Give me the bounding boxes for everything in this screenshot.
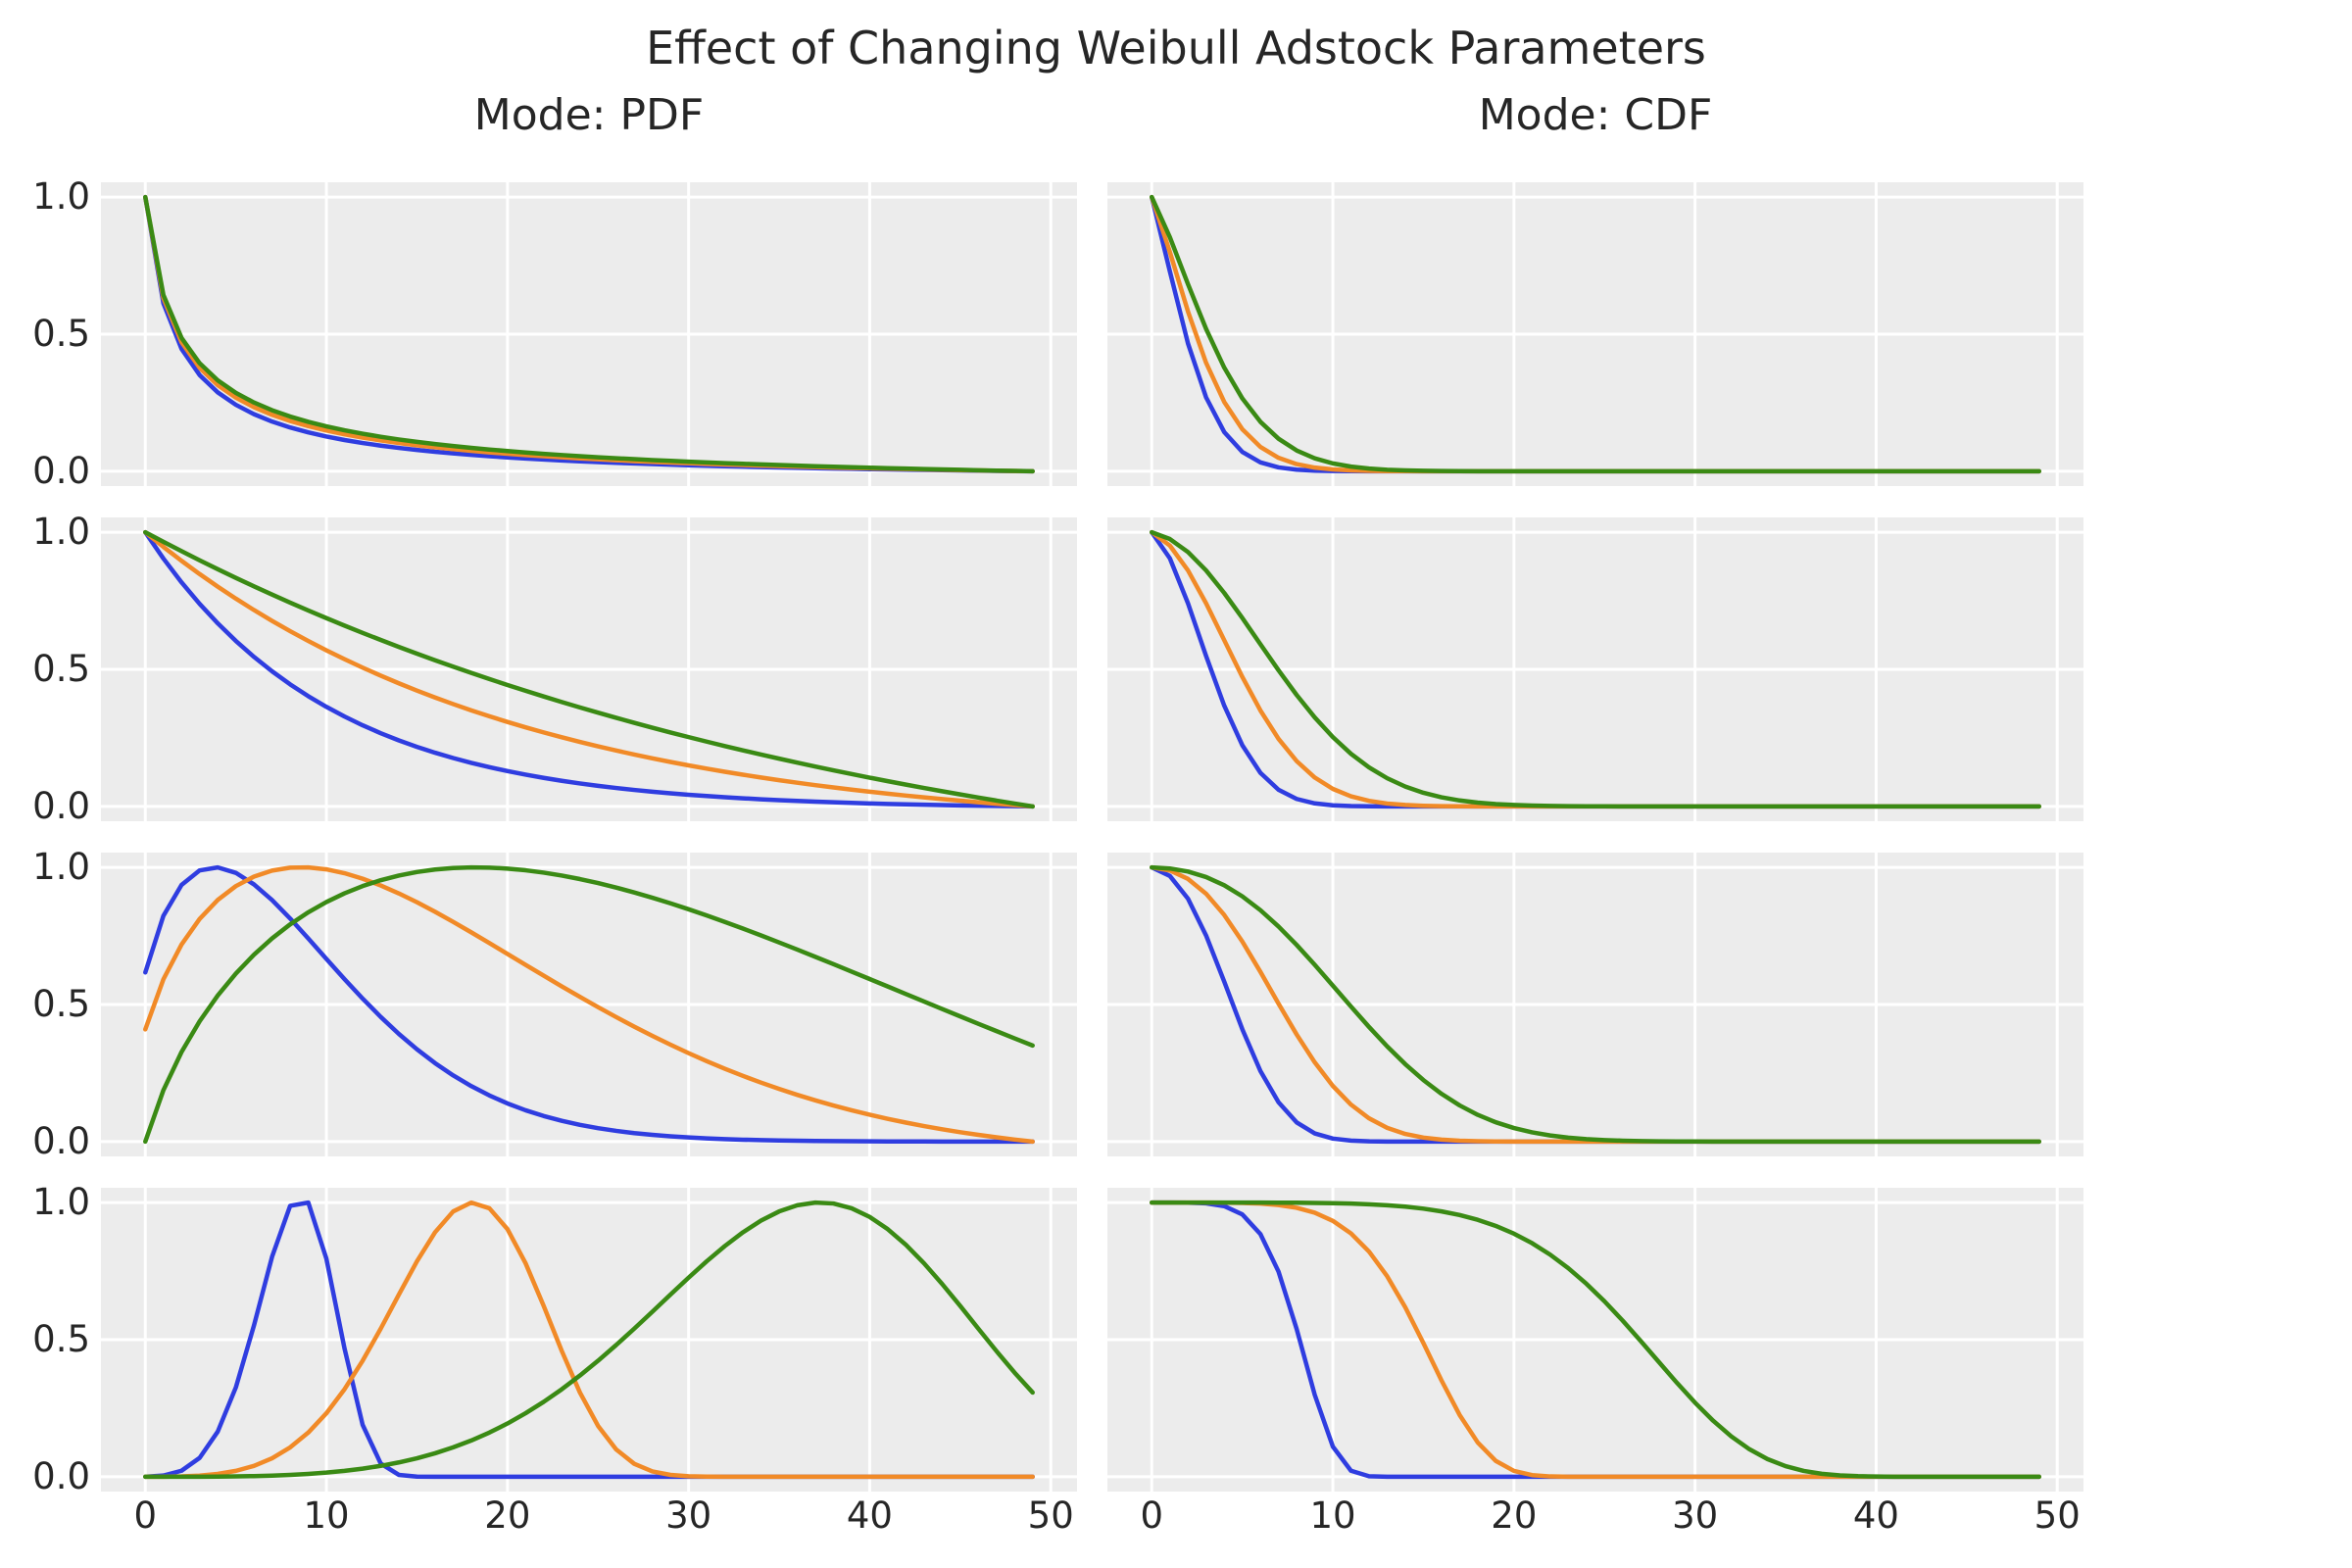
panel-canvas <box>1107 182 2083 486</box>
y-tick-label-row4: 0.5 <box>32 1318 90 1360</box>
figure-title: Effect of Changing Weibull Adstock Param… <box>646 22 1706 74</box>
series-line-green-scale-40 <box>143 194 1035 474</box>
panel-row1-pdf <box>101 182 1077 486</box>
panel-canvas <box>101 182 1077 486</box>
panel-row1-cdf <box>1107 182 2083 486</box>
y-tick-label-row3: 1.0 <box>32 846 90 889</box>
x-tick-label-col2: 10 <box>1309 1494 1356 1537</box>
series-line-green-scale-40 <box>1150 1200 2041 1480</box>
y-tick-label-row2: 0.0 <box>32 784 90 827</box>
series-line-green-scale-40 <box>1150 529 2041 809</box>
x-tick-label-col1: 0 <box>133 1494 158 1537</box>
x-tick-label-col2: 30 <box>1672 1494 1719 1537</box>
x-tick-label-col1: 10 <box>303 1494 350 1537</box>
x-tick-label-col2: 40 <box>1852 1494 1899 1537</box>
panel-canvas <box>101 517 1077 821</box>
y-tick-label-row3: 0.0 <box>32 1119 90 1162</box>
panel-row4-pdf <box>101 1188 1077 1492</box>
panel-row2-pdf <box>101 517 1077 821</box>
series-line-orange-scale-20 <box>143 529 1035 809</box>
panel-canvas <box>1107 853 2083 1156</box>
x-tick-label-col2: 20 <box>1491 1494 1538 1537</box>
panel-canvas <box>101 1188 1077 1492</box>
x-tick-label-col1: 20 <box>484 1494 531 1537</box>
x-tick-label-col2: 50 <box>2034 1494 2081 1537</box>
series-line-orange-scale-20 <box>143 864 1035 1145</box>
y-tick-label-row4: 0.0 <box>32 1454 90 1497</box>
series-line-green-scale-40 <box>1150 194 2041 474</box>
panel-row3-pdf <box>101 853 1077 1156</box>
panel-row4-cdf <box>1107 1188 2083 1492</box>
series-line-green-scale-40 <box>1150 864 2041 1145</box>
x-tick-label-col1: 30 <box>665 1494 712 1537</box>
y-tick-label-row2: 1.0 <box>32 511 90 554</box>
x-tick-label-col1: 50 <box>1027 1494 1074 1537</box>
series-line-green-scale-40 <box>143 1200 1035 1480</box>
y-tick-label-row1: 1.0 <box>32 175 90 219</box>
y-tick-label-row1: 0.0 <box>32 449 90 492</box>
panel-row3-cdf <box>1107 853 2083 1156</box>
panel-canvas <box>1107 517 2083 821</box>
series-line-blue-scale-10 <box>143 529 1035 809</box>
series-line-green-scale-40 <box>143 864 1035 1145</box>
x-tick-label-col2: 0 <box>1140 1494 1164 1537</box>
series-line-green-scale-40 <box>143 529 1035 809</box>
column-title-cdf: Mode: CDF <box>1478 90 1713 140</box>
column-title-pdf: Mode: PDF <box>473 90 705 140</box>
y-tick-label-row1: 0.5 <box>32 313 90 355</box>
series-line-orange-scale-20 <box>143 1200 1035 1480</box>
panel-canvas <box>1107 1188 2083 1492</box>
y-tick-label-row4: 1.0 <box>32 1181 90 1224</box>
panel-row2-cdf <box>1107 517 2083 821</box>
panel-canvas <box>101 853 1077 1156</box>
x-tick-label-col1: 40 <box>846 1494 893 1537</box>
y-tick-label-row2: 0.5 <box>32 648 90 690</box>
y-tick-label-row3: 0.5 <box>32 983 90 1025</box>
